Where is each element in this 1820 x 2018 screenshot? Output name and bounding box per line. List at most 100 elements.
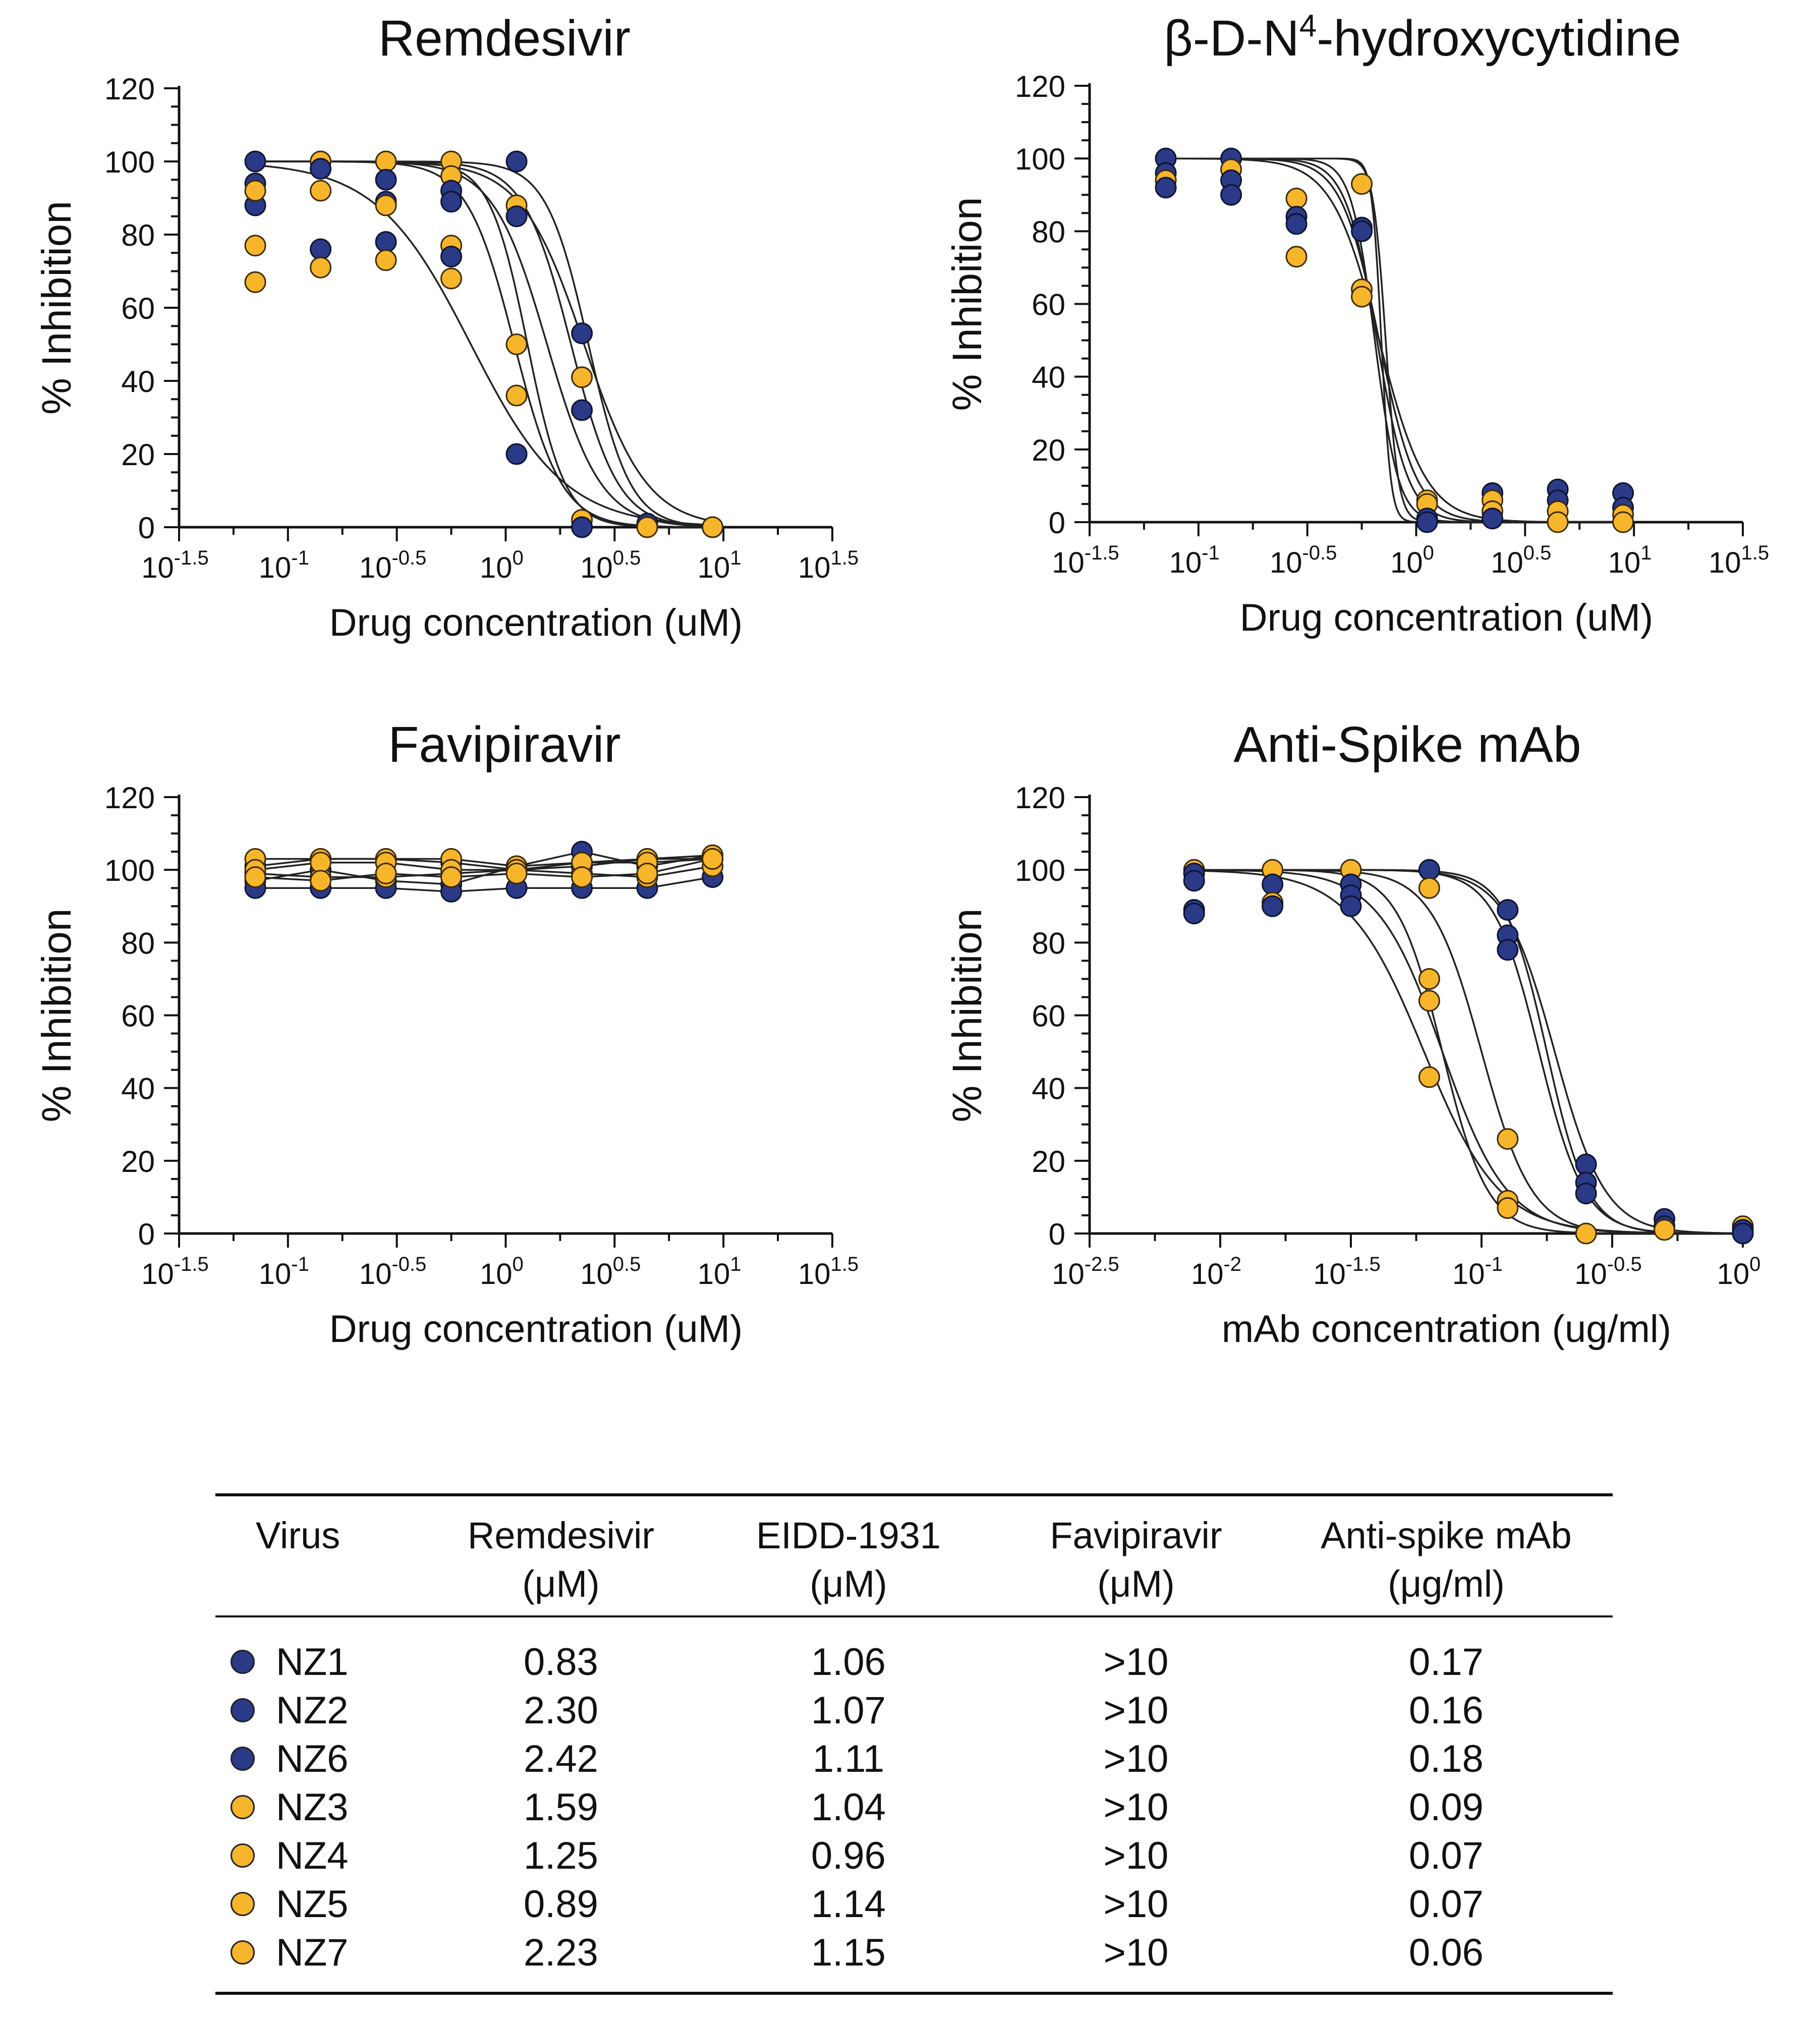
- y-tick-label: 60: [121, 999, 155, 1033]
- chart-panel-4: Anti-Spike mAb 0 20 40 60 80 100 120 10-2.5 10-2 1…: [944, 716, 1760, 1351]
- x-tick-label: 10-2: [1191, 1253, 1241, 1291]
- x-tick-label: 100.5: [580, 547, 641, 584]
- y-tick-label: 80: [121, 218, 155, 252]
- x-tick-label: 10-1.5: [141, 1253, 208, 1291]
- y-tick-label: 40: [121, 1072, 155, 1106]
- data-point: [375, 862, 397, 884]
- chart-title: Remdesivir: [378, 10, 631, 67]
- y-tick-label: 0: [138, 511, 155, 545]
- virus-name: NZ6: [276, 1737, 349, 1780]
- remdesivir-value: 1.59: [524, 1785, 598, 1829]
- data-point: [440, 866, 463, 888]
- col-header-anti-spike-mab: Anti-spike mAb (μg/ml): [1321, 1515, 1572, 1605]
- x-tick-label: 10-1: [1169, 542, 1220, 579]
- fit-curve: [1166, 157, 1623, 523]
- data-point: [505, 443, 528, 465]
- data-point: [310, 238, 332, 260]
- data-point: [310, 158, 332, 180]
- x-tick-label: 10-1: [259, 547, 309, 584]
- data-point: [636, 862, 658, 884]
- remdesivir-value: 1.25: [524, 1834, 598, 1877]
- eidd-value: 1.11: [812, 1737, 885, 1780]
- table-body: NZ1 0.83 1.06 >10 0.17 NZ2 2.30 1.07 >10…: [215, 1617, 1613, 1992]
- data-point: [1183, 870, 1205, 892]
- data-point: [375, 194, 397, 216]
- data-point: [1575, 1183, 1597, 1205]
- fit-curve: [1194, 869, 1743, 1235]
- fit-curve: [1194, 869, 1743, 1235]
- x-tick-label: 101: [1608, 542, 1652, 579]
- data-point: [571, 366, 593, 388]
- data-point: [636, 516, 658, 538]
- data-point: [375, 249, 397, 271]
- fit-curve: [1194, 869, 1743, 1235]
- col-header-remdesivir: Remdesivir (μM): [467, 1515, 655, 1605]
- x-tick-label: 101.5: [798, 547, 859, 584]
- virus-marker-icon: [231, 1747, 255, 1771]
- virus-marker-icon: [231, 1698, 255, 1722]
- x-tick-label: 10-2.5: [1052, 1253, 1119, 1291]
- data-point: [571, 399, 593, 421]
- data-point: [1285, 213, 1307, 235]
- fit-curve: [255, 160, 713, 522]
- y-tick-label: 60: [1032, 288, 1065, 322]
- data-point: [1482, 508, 1504, 530]
- data-point: [702, 848, 724, 870]
- fit-curve: [1194, 869, 1743, 1235]
- series-line: [255, 865, 713, 878]
- chart-panel-1: Remdesivir 0 20 40 60 80 100 120 10-1.5 10-1 10-0.…: [34, 10, 859, 644]
- series-line: [255, 858, 713, 882]
- fit-curve: [255, 160, 713, 527]
- x-tick-label: 10-0.5: [1270, 542, 1337, 579]
- data-point: [1340, 895, 1362, 917]
- data-point: [310, 180, 332, 202]
- data-point: [505, 384, 528, 407]
- y-tick-label: 80: [1032, 926, 1065, 960]
- y-axis-label: % Inhibition: [34, 201, 80, 415]
- x-axis-label: mAb concentration (ug/ml): [1222, 1308, 1671, 1351]
- data-point: [1497, 1197, 1519, 1219]
- table-row: NZ3 1.59 1.04 >10 0.09: [215, 1783, 1613, 1831]
- fit-curve: [255, 160, 713, 528]
- data-point: [310, 256, 332, 278]
- x-tick-label: 10-1.5: [1052, 542, 1119, 579]
- mab-value: 0.07: [1409, 1834, 1484, 1877]
- x-tick-label: 10-0.5: [359, 547, 426, 584]
- eidd-value: 1.06: [811, 1640, 886, 1684]
- virus-marker-icon: [231, 1892, 255, 1916]
- data-point: [244, 150, 266, 173]
- y-tick-label: 100: [104, 145, 155, 179]
- y-axis-label: % Inhibition: [34, 909, 80, 1123]
- virus-marker-icon: [231, 1843, 255, 1868]
- data-point: [1418, 859, 1440, 881]
- data-point: [1418, 968, 1440, 990]
- data-point: [1654, 1219, 1676, 1241]
- data-point: [1183, 903, 1205, 925]
- x-tick-label: 101: [698, 1253, 742, 1291]
- favipiravir-value: >10: [1103, 1640, 1169, 1684]
- favipiravir-value: >10: [1103, 1931, 1169, 1974]
- table-header-row: Virus Remdesivir (μM) EIDD-1931 (μM) Favip…: [215, 1496, 1613, 1617]
- x-tick-label: 100.5: [580, 1253, 641, 1291]
- col-header-eidd-1931: EIDD-1931 (μM): [756, 1515, 941, 1605]
- data-point: [571, 516, 593, 538]
- eidd-value: 1.14: [811, 1882, 886, 1926]
- data-point: [1418, 1066, 1440, 1088]
- fit-curve: [255, 160, 713, 528]
- x-tick-label: 100.5: [1491, 542, 1551, 579]
- fit-curve: [1166, 157, 1623, 523]
- y-tick-label: 120: [104, 781, 155, 815]
- data-point: [505, 205, 528, 228]
- table-row: NZ7 2.23 1.15 >10 0.06: [215, 1928, 1613, 1977]
- chart-title: β-D-N4-hydroxycytidine: [1164, 9, 1681, 67]
- x-axis-label: Drug concentration (uM): [329, 601, 743, 644]
- y-tick-label: 20: [121, 1145, 155, 1179]
- y-tick-label: 0: [1049, 506, 1065, 540]
- x-tick-label: 10-1.5: [1313, 1253, 1380, 1291]
- table-row: NZ6 2.42 1.11 >10 0.18: [215, 1734, 1613, 1783]
- remdesivir-value: 2.42: [524, 1737, 598, 1780]
- fit-curve: [1166, 157, 1623, 523]
- mab-value: 0.07: [1409, 1882, 1484, 1926]
- x-tick-label: 100: [1390, 542, 1434, 579]
- y-tick-label: 120: [1015, 781, 1065, 815]
